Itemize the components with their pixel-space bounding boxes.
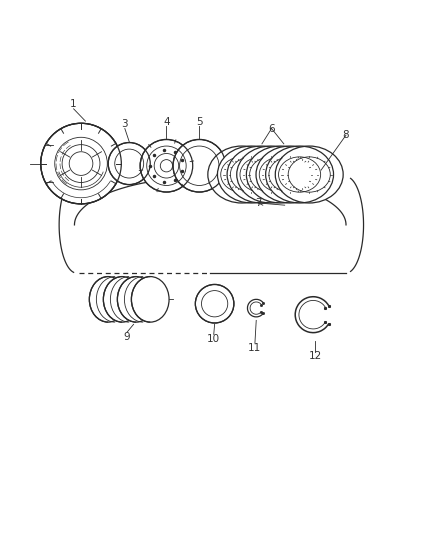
Ellipse shape [256,146,324,203]
Circle shape [140,140,193,192]
Ellipse shape [246,146,314,203]
Ellipse shape [275,146,343,203]
Text: 6: 6 [268,124,275,134]
Circle shape [108,142,150,184]
Text: 9: 9 [124,332,131,342]
Text: 1: 1 [70,100,77,109]
Text: 12: 12 [309,351,322,361]
Ellipse shape [218,146,286,203]
Ellipse shape [117,277,155,322]
Ellipse shape [103,277,141,322]
Text: 4: 4 [163,117,170,127]
Ellipse shape [227,146,295,203]
Circle shape [173,140,226,192]
Circle shape [195,285,234,323]
Text: 3: 3 [121,119,128,129]
Ellipse shape [89,277,127,322]
Ellipse shape [237,146,305,203]
Text: 10: 10 [207,334,220,344]
Ellipse shape [131,277,169,322]
Circle shape [41,123,121,204]
Ellipse shape [208,146,276,203]
Text: 7: 7 [255,198,262,208]
Text: 8: 8 [343,130,350,140]
Ellipse shape [265,146,334,203]
Text: 5: 5 [196,117,203,127]
Text: 11: 11 [248,343,261,352]
